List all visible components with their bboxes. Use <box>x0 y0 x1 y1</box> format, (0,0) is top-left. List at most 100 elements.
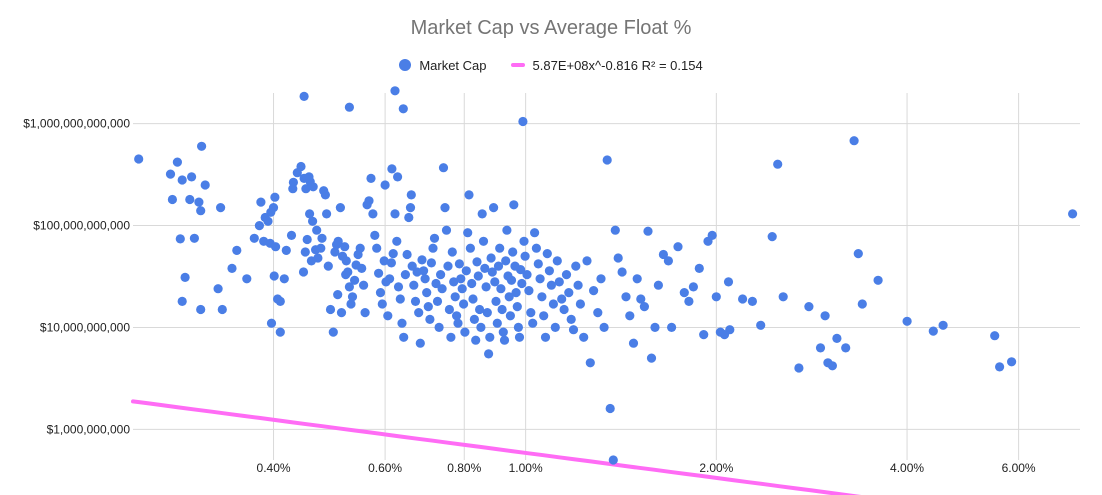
legend-label-market-cap: Market Cap <box>419 57 487 73</box>
data-point <box>325 304 336 315</box>
data-point <box>447 247 457 257</box>
legend-item-market-cap: Market Cap <box>399 57 487 73</box>
data-point <box>374 268 384 278</box>
data-point <box>504 292 514 302</box>
x-tick-label: 0.80% <box>447 461 481 475</box>
data-point <box>320 190 330 200</box>
data-point <box>546 280 557 290</box>
data-point <box>557 294 567 304</box>
data-point <box>497 304 507 315</box>
data-point <box>533 259 543 269</box>
data-point <box>539 311 549 321</box>
data-point <box>593 308 603 318</box>
data-point <box>298 267 309 277</box>
data-point <box>579 332 589 342</box>
data-point <box>528 318 538 328</box>
data-point <box>575 299 586 309</box>
data-point <box>535 274 545 284</box>
data-point <box>370 230 380 240</box>
data-point <box>684 296 694 306</box>
data-point <box>316 243 326 253</box>
data-point <box>286 230 297 240</box>
data-point <box>432 296 443 306</box>
data-point <box>213 284 223 294</box>
data-point <box>559 304 569 315</box>
data-point <box>463 228 473 238</box>
data-point <box>300 247 310 257</box>
data-point <box>328 327 338 337</box>
data-point <box>849 136 859 146</box>
data-point <box>172 157 182 167</box>
data-point <box>756 320 766 330</box>
data-point <box>350 275 360 285</box>
data-point <box>423 302 433 312</box>
data-point <box>395 294 405 304</box>
data-point <box>390 209 400 219</box>
data-point <box>429 233 440 243</box>
data-point <box>498 327 508 337</box>
data-point <box>420 274 430 284</box>
data-point <box>653 280 664 290</box>
data-point <box>438 163 449 173</box>
data-point <box>196 304 206 315</box>
data-point <box>426 258 436 268</box>
data-point <box>505 311 515 321</box>
legend-item-trendline: 5.87E+08x^-0.816 R² = 0.154 <box>510 58 703 73</box>
data-point <box>650 322 660 332</box>
data-point <box>372 243 382 253</box>
data-point <box>465 243 475 253</box>
data-point <box>308 182 318 192</box>
data-point <box>639 302 650 312</box>
data-point <box>902 316 912 326</box>
data-point <box>519 236 529 246</box>
data-point <box>552 256 562 266</box>
data-point <box>464 190 474 200</box>
data-point <box>487 267 497 277</box>
data-point <box>502 225 512 235</box>
data-point <box>589 286 599 296</box>
data-point <box>643 226 653 236</box>
data-point <box>561 270 572 280</box>
data-point <box>928 326 938 336</box>
data-point <box>388 249 398 259</box>
data-point <box>493 261 504 271</box>
data-point <box>400 270 410 280</box>
data-point <box>415 338 425 348</box>
data-point <box>450 292 460 302</box>
data-point <box>599 322 609 332</box>
data-point <box>485 332 495 342</box>
data-point <box>508 247 518 257</box>
data-point <box>496 284 506 294</box>
data-point <box>513 322 524 332</box>
data-point <box>725 325 735 335</box>
data-point <box>516 265 526 275</box>
data-point <box>269 271 279 281</box>
data-point <box>263 216 273 226</box>
data-point <box>568 325 579 335</box>
data-point <box>360 308 370 318</box>
data-point <box>341 270 351 280</box>
trendline <box>131 399 862 495</box>
data-point <box>341 256 351 266</box>
data-point <box>305 209 315 219</box>
data-point <box>530 228 540 238</box>
data-point <box>393 282 404 292</box>
x-tick-label: 1.00% <box>509 461 543 475</box>
x-axis-ticks: 0.40% 0.60% 0.80% 1.00% 2.00% 4.00% 6.00% <box>257 461 1036 475</box>
data-point <box>434 322 444 332</box>
data-point <box>484 349 494 359</box>
data-point <box>346 299 356 309</box>
data-point <box>456 274 466 284</box>
data-point <box>431 278 441 289</box>
data-point <box>357 263 367 273</box>
data-point <box>454 259 464 269</box>
data-point <box>443 261 453 271</box>
data-point <box>266 318 277 328</box>
data-point <box>180 272 190 282</box>
data-point <box>482 308 492 318</box>
data-point <box>469 314 479 324</box>
data-point <box>499 335 510 345</box>
data-point <box>405 203 416 213</box>
data-point <box>679 288 689 298</box>
data-point <box>711 292 721 302</box>
